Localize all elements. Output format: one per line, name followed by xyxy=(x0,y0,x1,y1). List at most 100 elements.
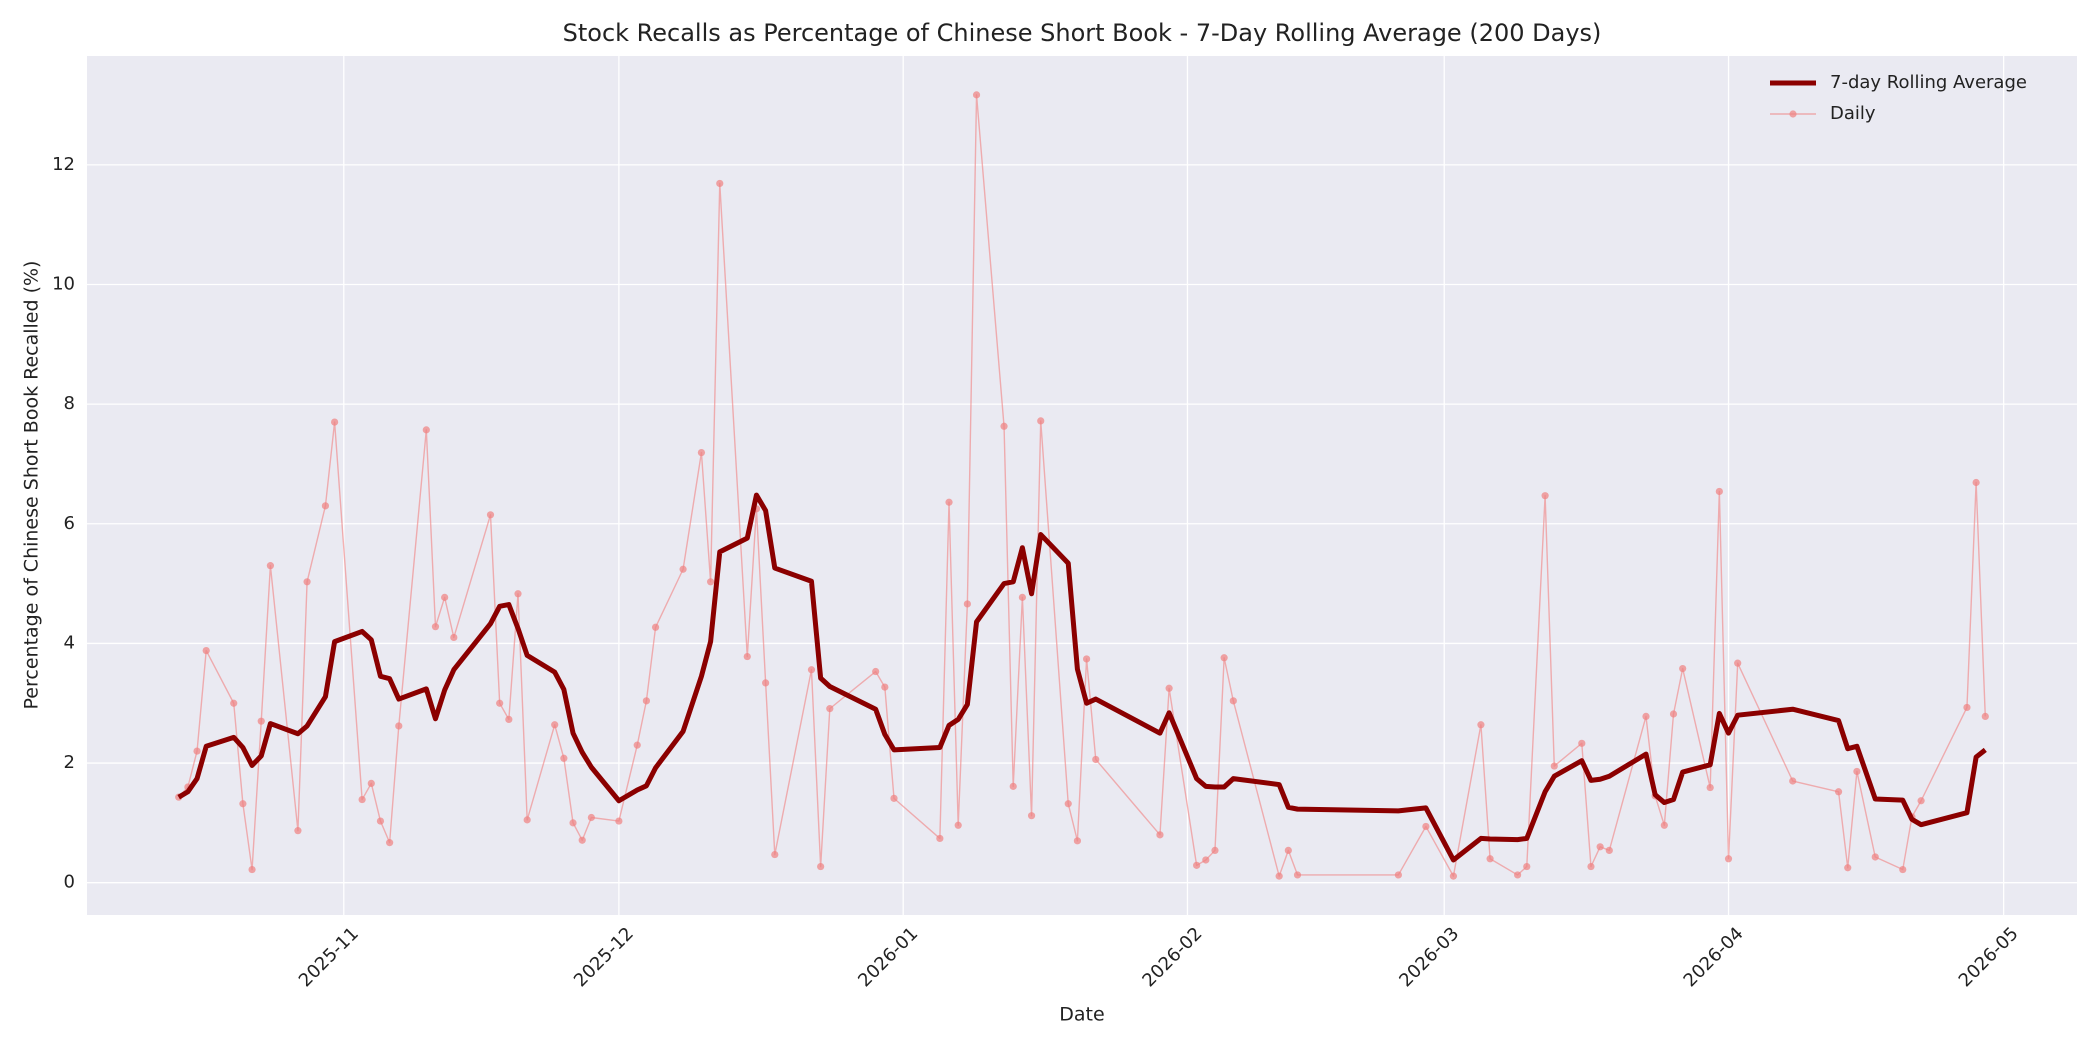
daily-point xyxy=(1605,846,1613,854)
daily-point xyxy=(1587,862,1595,871)
daily-point xyxy=(1009,782,1017,790)
daily-point xyxy=(266,562,275,570)
daily-point xyxy=(1018,593,1026,601)
daily-point xyxy=(1596,843,1604,851)
daily-point xyxy=(1202,856,1210,864)
y-tick-label: 2 xyxy=(64,752,75,773)
daily-point xyxy=(239,800,247,808)
x-tick-label: 2026-03 xyxy=(1395,923,1463,991)
daily-point xyxy=(1422,822,1430,831)
daily-point xyxy=(1523,862,1531,871)
daily-point xyxy=(1229,697,1237,705)
daily-point xyxy=(963,600,971,608)
daily-point xyxy=(881,683,889,691)
daily-point xyxy=(1027,812,1036,820)
daily-point xyxy=(486,511,495,519)
daily-point xyxy=(771,850,779,859)
daily-point xyxy=(248,865,256,874)
daily-point xyxy=(1275,872,1283,880)
daily-point xyxy=(1293,871,1302,879)
daily-point xyxy=(551,721,559,729)
x-tick-label: 2026-01 xyxy=(854,923,922,991)
y-tick-label: 4 xyxy=(64,632,75,653)
daily-point xyxy=(1981,712,1989,721)
daily-point xyxy=(193,747,201,755)
daily-point xyxy=(633,741,641,749)
daily-point xyxy=(1706,783,1714,792)
daily-point xyxy=(1550,762,1558,770)
daily-point xyxy=(1193,861,1201,869)
daily-point xyxy=(331,418,339,426)
daily-point xyxy=(1853,767,1861,776)
chart-title: Stock Recalls as Percentage of Chinese S… xyxy=(563,19,1602,47)
daily-point xyxy=(560,754,568,762)
daily-point xyxy=(872,667,880,676)
daily-point xyxy=(1724,855,1733,863)
x-tick-label: 2026-02 xyxy=(1138,923,1206,991)
daily-point xyxy=(569,819,577,827)
daily-point xyxy=(422,426,430,434)
daily-point xyxy=(321,502,330,510)
daily-point xyxy=(1073,837,1082,845)
daily-point xyxy=(1284,846,1292,854)
daily-point xyxy=(505,715,513,723)
daily-point xyxy=(716,179,724,188)
daily-point xyxy=(1486,855,1494,863)
daily-point xyxy=(890,794,898,802)
daily-point xyxy=(587,813,595,822)
daily-point xyxy=(376,817,385,825)
daily-point xyxy=(1513,871,1522,879)
daily-point xyxy=(386,839,394,847)
rolling-line xyxy=(177,492,1987,863)
y-axis-label: Percentage of Chinese Short Book Recalle… xyxy=(21,261,43,710)
daily-point xyxy=(523,816,531,824)
daily-point xyxy=(230,699,238,707)
daily-point xyxy=(514,590,522,598)
daily-point xyxy=(441,593,449,601)
y-tick-label: 10 xyxy=(52,274,75,295)
daily-point xyxy=(1449,872,1458,880)
daily-point xyxy=(1972,478,1980,487)
daily-point xyxy=(936,834,944,843)
daily-point xyxy=(651,623,660,631)
daily-point xyxy=(1165,684,1173,692)
daily-point xyxy=(367,779,375,787)
legend-label: 7-day Rolling Average xyxy=(1830,72,2027,93)
y-tick-label: 6 xyxy=(64,513,75,534)
daily-point xyxy=(496,699,504,707)
daily-point xyxy=(1660,821,1668,829)
daily-point xyxy=(1734,659,1742,667)
daily-point xyxy=(1037,417,1045,425)
x-tick-label: 2026-05 xyxy=(1955,923,2023,991)
daily-point xyxy=(1220,654,1228,662)
daily-point xyxy=(954,821,962,829)
daily-point xyxy=(1844,864,1852,872)
daily-point xyxy=(807,666,816,674)
daily-point xyxy=(706,578,715,586)
daily-point xyxy=(1642,712,1650,721)
daily-point xyxy=(615,817,623,825)
daily-point xyxy=(1963,703,1971,712)
daily-point xyxy=(358,795,366,804)
daily-point xyxy=(1092,755,1100,764)
daily-point xyxy=(679,565,687,573)
x-tick-label: 2026-04 xyxy=(1680,923,1748,991)
daily-point xyxy=(1064,800,1072,808)
x-tick-label: 2025-12 xyxy=(570,923,638,991)
daily-point xyxy=(1917,797,1925,805)
legend-marker xyxy=(1789,110,1797,118)
daily-point xyxy=(762,679,770,687)
daily-point xyxy=(972,91,981,99)
daily-point xyxy=(1156,831,1164,839)
daily-point xyxy=(578,836,586,844)
daily-point xyxy=(1541,492,1549,500)
daily-point xyxy=(450,633,458,642)
daily-point xyxy=(1715,487,1723,496)
daily-point xyxy=(1834,788,1843,796)
daily-point xyxy=(1211,846,1219,854)
daily-point xyxy=(743,652,751,661)
daily-point xyxy=(1789,777,1797,785)
daily-point xyxy=(431,623,440,631)
